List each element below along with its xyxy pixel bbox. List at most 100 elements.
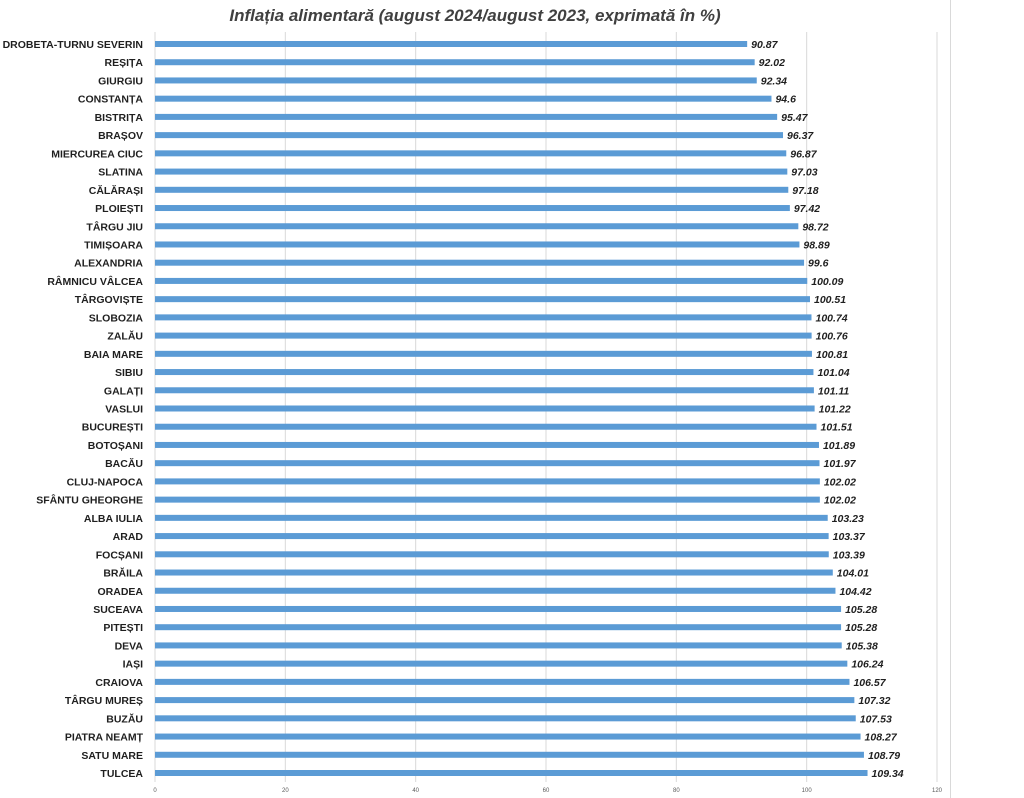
category-label: ALBA IULIA <box>84 513 144 525</box>
bar <box>155 113 778 120</box>
data-label: 109.34 <box>872 768 904 780</box>
data-label: 107.32 <box>858 695 890 707</box>
category-label: DEVA <box>115 640 144 652</box>
bar <box>155 186 789 193</box>
bar <box>155 41 748 47</box>
category-label: FOCȘANI <box>96 549 143 561</box>
category-label: TÂRGOVIȘTE <box>75 293 143 306</box>
data-label: 105.28 <box>845 622 877 634</box>
category-label: CRAIOVA <box>95 677 143 689</box>
bar <box>155 770 868 776</box>
data-label: 108.79 <box>868 750 900 762</box>
category-label: VASLUI <box>105 404 143 416</box>
data-label: 100.09 <box>811 276 843 288</box>
bar <box>155 259 805 266</box>
data-label: 96.37 <box>787 130 814 142</box>
category-label: GALAȚI <box>104 385 143 397</box>
data-label: 94.6 <box>775 94 796 106</box>
data-label: 104.42 <box>839 586 871 598</box>
bar <box>155 132 784 139</box>
data-label: 101.51 <box>821 422 853 434</box>
data-label: 92.02 <box>759 57 785 69</box>
chart-border <box>950 0 951 798</box>
bar <box>155 751 864 758</box>
x-tick-label: 20 <box>282 788 289 794</box>
data-label: 97.03 <box>791 167 817 179</box>
bar <box>155 478 820 485</box>
category-label: BRAȘOV <box>98 130 143 142</box>
data-label: 98.72 <box>802 221 828 233</box>
category-label: TULCEA <box>100 768 143 780</box>
x-tick-label: 120 <box>932 788 943 794</box>
bar <box>155 369 814 376</box>
bar <box>155 642 842 649</box>
data-label: 107.53 <box>860 713 892 725</box>
data-label: 106.24 <box>851 659 883 671</box>
data-label: 100.81 <box>816 349 848 361</box>
bar <box>155 223 799 230</box>
category-label: BUCUREȘTI <box>82 422 143 434</box>
bar <box>155 551 829 558</box>
category-label: ZALĂU <box>107 330 143 343</box>
data-label: 97.42 <box>794 203 820 215</box>
category-label: SFÂNTU GHEORGHE <box>36 494 143 507</box>
category-label: TIMIȘOARA <box>84 239 143 251</box>
data-label: 102.02 <box>824 495 856 507</box>
data-label: 101.04 <box>817 367 849 379</box>
bar <box>155 423 817 430</box>
data-label: 100.74 <box>815 312 847 324</box>
bar <box>155 678 850 685</box>
chart-title: Inflația alimentară (august 2024/august … <box>229 6 721 25</box>
data-label: 92.34 <box>761 75 787 87</box>
category-label: SLATINA <box>98 167 143 179</box>
bar <box>155 405 815 412</box>
bar <box>155 533 829 540</box>
data-label: 95.47 <box>781 112 808 124</box>
category-label: PLOIEȘTI <box>95 203 143 215</box>
bar <box>155 569 833 576</box>
category-label: SIBIU <box>115 367 143 379</box>
data-label: 106.57 <box>853 677 886 689</box>
data-label: 105.28 <box>845 604 877 616</box>
category-label: IAȘI <box>123 659 144 671</box>
x-tick-label: 0 <box>153 788 157 794</box>
bar <box>155 605 842 612</box>
bar <box>155 715 856 722</box>
category-label: TÂRGU JIU <box>86 220 143 233</box>
bar <box>155 59 755 66</box>
bar <box>155 514 828 521</box>
data-label: 96.87 <box>790 148 817 160</box>
category-label: SUCEAVA <box>93 604 143 616</box>
bar <box>155 314 812 321</box>
category-label: BISTRIȚA <box>95 112 144 124</box>
category-label: RÂMNICU VÂLCEA <box>47 275 143 288</box>
bar <box>155 332 812 339</box>
data-label: 100.76 <box>816 331 848 343</box>
category-label: PITEȘTI <box>103 622 143 634</box>
category-label: BUZĂU <box>106 712 143 725</box>
category-label: MIERCUREA CIUC <box>51 148 143 160</box>
x-tick-label: 80 <box>673 788 680 794</box>
bar <box>155 205 790 212</box>
category-label: SLOBOZIA <box>89 312 144 324</box>
bar <box>155 77 757 84</box>
data-label: 101.22 <box>819 404 851 416</box>
bar <box>155 296 810 303</box>
data-label: 100.51 <box>814 294 846 306</box>
category-label: BRĂILA <box>103 567 143 580</box>
bar <box>155 496 820 503</box>
data-label: 101.97 <box>824 458 857 470</box>
bar <box>155 241 800 248</box>
data-label: 108.27 <box>865 732 898 744</box>
category-label: CĂLĂRAȘI <box>89 184 143 197</box>
bar <box>155 660 848 667</box>
data-label: 90.87 <box>751 39 778 51</box>
category-label: PIATRA NEAMȚ <box>65 732 144 744</box>
category-label: BAIA MARE <box>84 349 143 361</box>
category-label: ORADEA <box>97 586 143 598</box>
bar <box>155 95 772 102</box>
data-label: 102.02 <box>824 476 856 488</box>
category-label: GIURGIU <box>98 75 143 87</box>
bar <box>155 350 812 357</box>
